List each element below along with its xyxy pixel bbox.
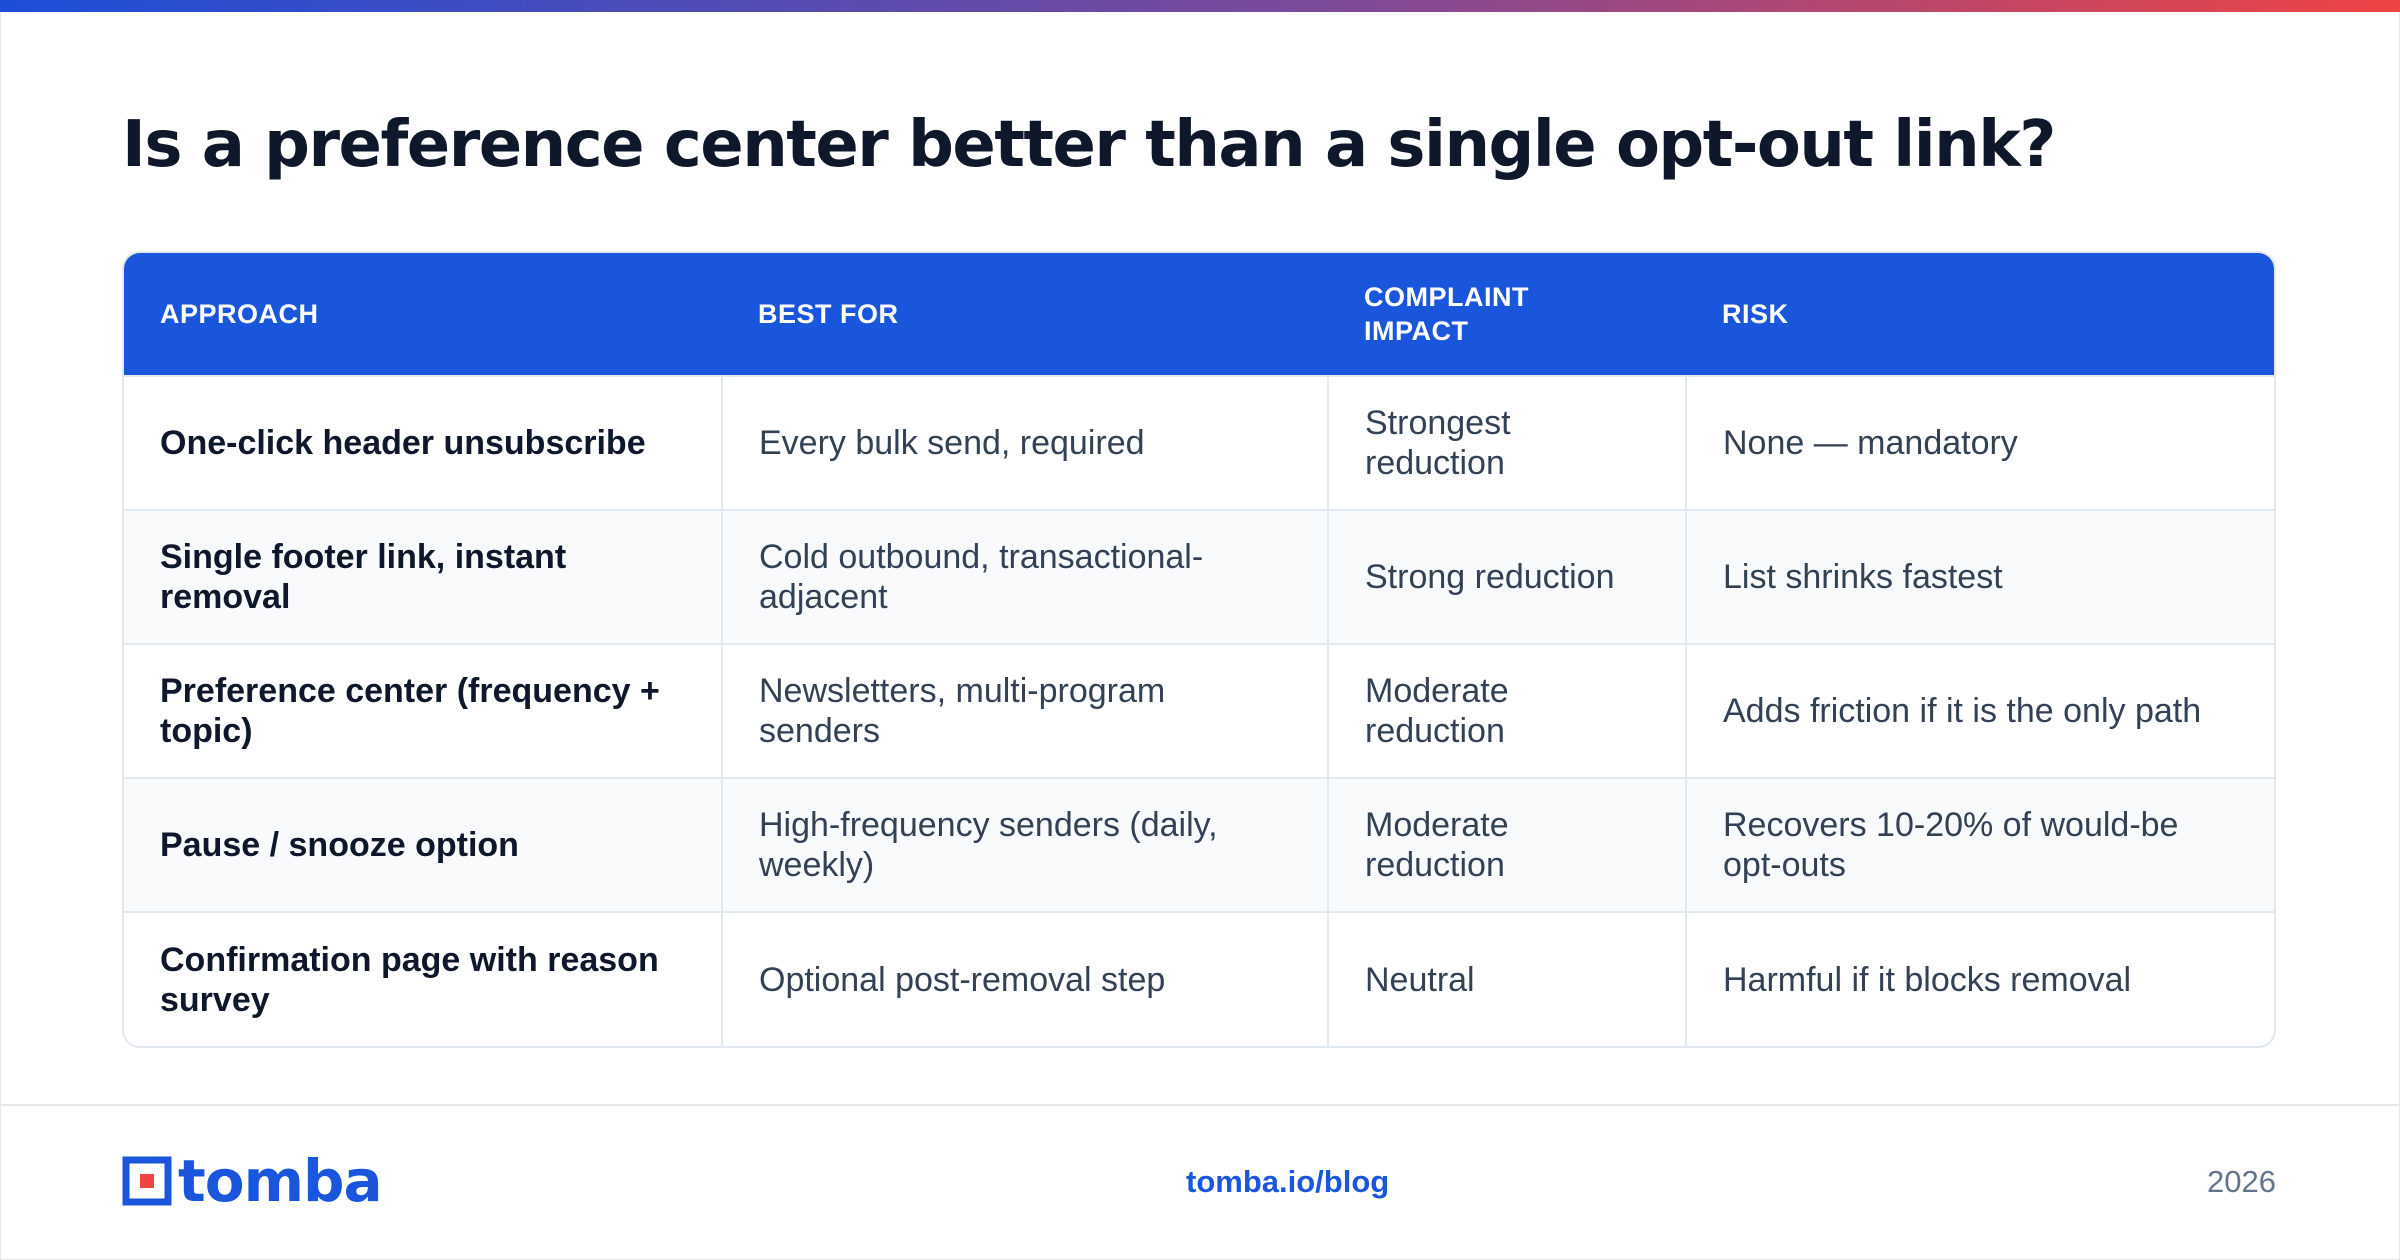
cell-risk: Recovers 10-20% of would-be opt-outs [1685, 777, 2274, 912]
logo-wordmark: tomba [178, 1147, 383, 1215]
cell-best-for: Cold outbound, transactional-adjacent [721, 509, 1328, 644]
tomba-logo-icon [122, 1156, 172, 1206]
header-best-for: BEST FOR [758, 299, 899, 329]
cell-best-for: Newsletters, multi-program senders [721, 643, 1328, 778]
table-header-row: APPROACH BEST FOR COMPLAINT IMPACT RISK [124, 253, 2274, 376]
blog-link[interactable]: tomba.io/blog [1186, 1164, 1390, 1199]
header-approach: APPROACH [160, 299, 319, 329]
cell-risk: Harmful if it blocks removal [1685, 911, 2274, 1046]
header-complaint-impact: COMPLAINT IMPACT [1364, 282, 1529, 346]
cell-complaint-impact: Strong reduction [1327, 509, 1686, 644]
table-row: One-click header unsubscribe Every bulk … [124, 375, 2274, 510]
table-row: Pause / snooze option High-frequency sen… [124, 777, 2274, 912]
cell-risk: Adds friction if it is the only path [1685, 643, 2274, 778]
table-row: Preference center (frequency + topic) Ne… [124, 643, 2274, 778]
comparison-table-card: APPROACH BEST FOR COMPLAINT IMPACT RISK … [122, 251, 2276, 1048]
footer-year: 2026 [2207, 1164, 2276, 1199]
page-title: Is a preference center better than a sin… [122, 108, 2056, 182]
cell-complaint-impact: Moderate reduction [1327, 643, 1686, 778]
cell-best-for: Optional post-removal step [721, 911, 1328, 1046]
cell-approach: Single footer link, instant removal [124, 509, 722, 644]
comparison-table: APPROACH BEST FOR COMPLAINT IMPACT RISK … [124, 253, 2274, 1046]
cell-best-for: High-frequency senders (daily, weekly) [721, 777, 1328, 912]
tomba-logo[interactable]: tomba [122, 1147, 383, 1215]
table-row: Confirmation page with reason survey Opt… [124, 911, 2274, 1046]
table-row: Single footer link, instant removal Cold… [124, 509, 2274, 644]
cell-complaint-impact: Neutral [1327, 911, 1686, 1046]
footer-divider [0, 1104, 2400, 1106]
cell-risk: None — mandatory [1685, 375, 2274, 510]
header-risk: RISK [1722, 299, 1789, 329]
cell-risk: List shrinks fastest [1685, 509, 2274, 644]
cell-best-for: Every bulk send, required [721, 375, 1328, 510]
cell-complaint-impact: Moderate reduction [1327, 777, 1686, 912]
cell-approach: Pause / snooze option [124, 777, 722, 912]
cell-approach: Preference center (frequency + topic) [124, 643, 722, 778]
cell-complaint-impact: Strongest reduction [1327, 375, 1686, 510]
gradient-top-bar [0, 0, 2400, 12]
cell-approach: One-click header unsubscribe [124, 375, 722, 510]
cell-approach: Confirmation page with reason survey [124, 911, 722, 1046]
